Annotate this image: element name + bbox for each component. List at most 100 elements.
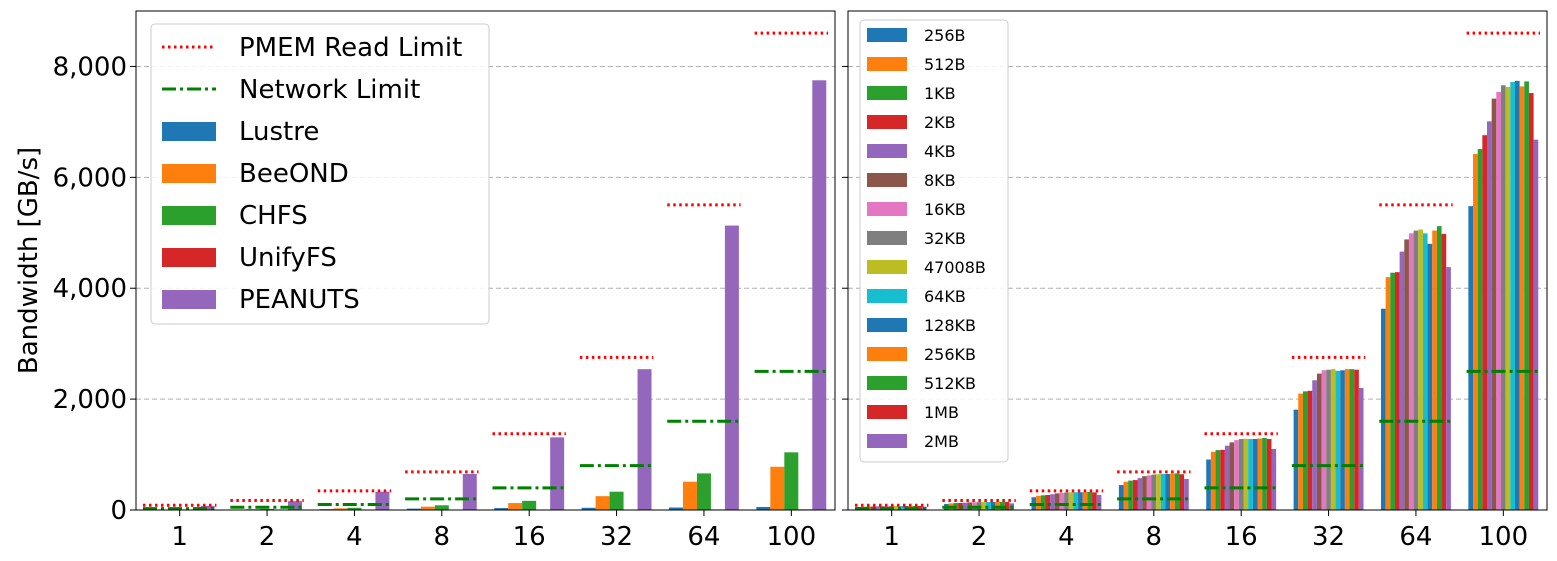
bar xyxy=(1501,85,1506,510)
x-tick-label: 100 xyxy=(1478,522,1528,552)
bar xyxy=(596,496,610,510)
bar xyxy=(1128,481,1133,510)
bar xyxy=(1069,492,1074,510)
bar xyxy=(1428,244,1433,510)
bar xyxy=(375,492,389,510)
legend-swatch xyxy=(867,173,907,187)
legend-swatch xyxy=(162,206,216,225)
bar xyxy=(1432,231,1437,510)
legend-label: 64KB xyxy=(924,287,966,306)
x-tick-label: 1 xyxy=(883,522,900,552)
bar xyxy=(1083,492,1088,510)
bar xyxy=(1404,239,1409,510)
bar xyxy=(1059,493,1064,510)
bar xyxy=(1050,494,1055,510)
bar xyxy=(1308,391,1313,510)
legend-label: 1KB xyxy=(924,84,956,103)
bar xyxy=(1442,234,1447,510)
legend-label: BeeOND xyxy=(239,159,349,189)
bar xyxy=(1506,87,1511,510)
legend: 256B512B1KB2KB4KB8KB16KB32KB47008B64KB12… xyxy=(860,20,1008,462)
bar xyxy=(1414,231,1419,510)
legend-label: 32KB xyxy=(924,229,966,248)
bar xyxy=(812,80,826,510)
x-tick-label: 8 xyxy=(434,522,451,552)
bar xyxy=(1496,92,1501,510)
x-tick-label: 32 xyxy=(1312,522,1345,552)
bar xyxy=(1147,475,1152,510)
legend-swatch xyxy=(162,248,216,267)
bar xyxy=(1064,493,1069,510)
bar xyxy=(522,501,536,510)
bar xyxy=(725,226,739,510)
bar xyxy=(1478,149,1483,510)
y-axis-label: Bandwidth [GB/s] xyxy=(14,147,44,374)
bar xyxy=(1138,478,1143,510)
bar xyxy=(1336,371,1341,510)
x-tick-label: 16 xyxy=(1225,522,1258,552)
y-tick-label: 0 xyxy=(110,496,127,526)
bar xyxy=(1354,370,1359,510)
legend-label: 512B xyxy=(924,55,966,74)
legend-swatch xyxy=(162,164,216,183)
bar xyxy=(1216,450,1221,510)
bar xyxy=(1487,121,1492,510)
bar xyxy=(508,503,522,510)
bar xyxy=(638,369,652,510)
bar xyxy=(1303,391,1308,510)
bar xyxy=(1317,374,1322,510)
bar xyxy=(1492,99,1497,510)
bar xyxy=(1161,474,1166,510)
bar xyxy=(463,474,477,510)
bar xyxy=(1534,140,1539,510)
bar xyxy=(1234,440,1239,510)
bar xyxy=(1312,380,1317,510)
bar xyxy=(1045,495,1050,510)
bar xyxy=(1124,482,1129,510)
bar xyxy=(1515,81,1520,510)
bar xyxy=(1446,267,1451,510)
bar xyxy=(770,467,784,510)
legend-label: Network Limit xyxy=(239,75,420,105)
legend-label: 2KB xyxy=(924,113,956,132)
bar xyxy=(1524,81,1529,510)
x-tick-label: 16 xyxy=(513,522,546,552)
bar xyxy=(963,503,968,510)
bar xyxy=(697,473,711,510)
legend-swatch xyxy=(867,231,907,245)
bar xyxy=(1271,449,1276,510)
legend-label: 128KB xyxy=(924,316,976,335)
bar xyxy=(875,506,880,510)
bar xyxy=(1322,370,1327,510)
legend-swatch xyxy=(867,115,907,129)
bar xyxy=(610,492,624,510)
x-tick-label: 4 xyxy=(1058,522,1075,552)
x-tick-label: 4 xyxy=(346,522,363,552)
legend-label: 8KB xyxy=(924,171,956,190)
bar xyxy=(1055,493,1060,510)
legend-label: PEANUTS xyxy=(239,285,360,315)
x-tick-label: 8 xyxy=(1146,522,1163,552)
y-tick-label: 2,000 xyxy=(53,385,127,415)
bar xyxy=(1395,272,1400,510)
legend-label: 256KB xyxy=(924,345,976,364)
bar xyxy=(1350,369,1355,510)
bar xyxy=(1400,252,1405,510)
x-tick-label: 100 xyxy=(766,522,816,552)
bar xyxy=(981,502,986,510)
bar xyxy=(1510,82,1515,510)
bar xyxy=(1482,135,1487,510)
bar xyxy=(1211,452,1216,510)
bar xyxy=(1133,480,1138,510)
bar xyxy=(1262,438,1267,510)
bar xyxy=(1097,495,1102,510)
bar xyxy=(1239,439,1244,510)
y-tick-label: 8,000 xyxy=(53,52,127,82)
bar xyxy=(1520,86,1525,510)
bar xyxy=(1156,474,1161,510)
legend-swatch xyxy=(867,202,907,216)
bar xyxy=(1142,476,1147,510)
